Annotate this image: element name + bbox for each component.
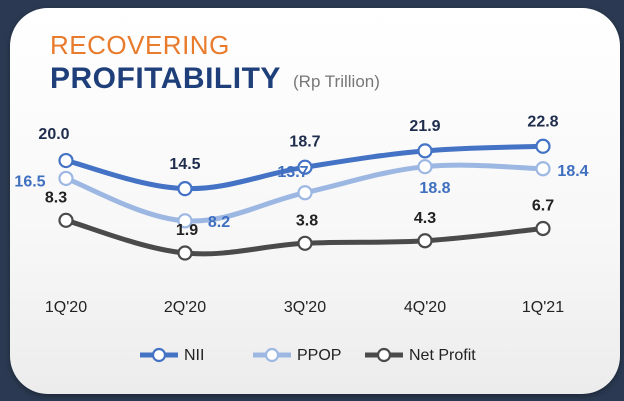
data-label-net-profit-2: 3.8 bbox=[296, 213, 318, 230]
data-point-nii-4 bbox=[535, 138, 551, 154]
legend-label: Net Profit bbox=[409, 347, 476, 364]
chart-card: RECOVERING PROFITABILITY (Rp Trillion) 2… bbox=[10, 8, 620, 394]
data-label-ppop-2: 13.7 bbox=[277, 164, 308, 181]
x-tick-label-1: 2Q'20 bbox=[164, 299, 206, 316]
x-tick-label-2: 3Q'20 bbox=[284, 299, 326, 316]
data-point-net-profit-2 bbox=[297, 235, 313, 251]
legend-item-nii: NII bbox=[140, 347, 204, 364]
data-point-nii-0 bbox=[58, 152, 74, 169]
data-label-net-profit-3: 4.3 bbox=[414, 210, 436, 227]
data-label-ppop-1: 8.2 bbox=[208, 214, 230, 231]
legend-label: NII bbox=[184, 347, 204, 364]
data-label-nii-2: 18.7 bbox=[289, 133, 320, 150]
legend-item-ppop: PPOP bbox=[253, 347, 341, 364]
x-tick-label-0: 1Q'20 bbox=[45, 299, 87, 316]
data-label-nii-3: 21.9 bbox=[409, 118, 440, 135]
data-point-ppop-4 bbox=[535, 161, 551, 177]
data-label-ppop-3: 18.8 bbox=[419, 180, 450, 197]
data-label-net-profit-1: 1.9 bbox=[176, 222, 198, 239]
data-label-nii-4: 22.8 bbox=[527, 113, 558, 130]
data-label-nii-1: 14.5 bbox=[169, 156, 200, 173]
data-point-nii-3 bbox=[417, 143, 433, 159]
legend-label: PPOP bbox=[297, 347, 341, 364]
data-point-ppop-3 bbox=[417, 159, 433, 175]
data-label-net-profit-0: 8.3 bbox=[45, 190, 67, 207]
x-tick-label-3: 4Q'20 bbox=[404, 299, 446, 316]
data-point-net-profit-3 bbox=[417, 233, 433, 249]
data-point-ppop-2 bbox=[297, 185, 313, 201]
data-point-nii-2 bbox=[297, 159, 313, 175]
chart-title-line1: RECOVERING bbox=[50, 30, 230, 60]
chart-unit: (Rp Trillion) bbox=[293, 72, 380, 91]
data-label-ppop-4: 18.4 bbox=[557, 163, 588, 180]
data-point-nii-1 bbox=[177, 181, 193, 197]
data-point-net-profit-1 bbox=[177, 245, 193, 261]
legend-swatch-marker bbox=[151, 347, 167, 363]
data-label-nii-0: 20.0 bbox=[38, 126, 69, 143]
data-label-ppop-0: 16.5 bbox=[14, 174, 45, 191]
data-point-ppop-0 bbox=[58, 170, 74, 187]
line-chart: 20.0 14.5 18.7 21.9 22.8 16.5 8.2 13.7 18.8 18.4 8… bbox=[14, 113, 588, 364]
data-point-net-profit-4 bbox=[535, 220, 551, 237]
legend-item-net-profit: Net Profit bbox=[365, 347, 476, 364]
data-point-net-profit-0 bbox=[58, 212, 74, 228]
series-layer bbox=[58, 138, 551, 261]
chart-title-line2: PROFITABILITY bbox=[50, 62, 281, 95]
data-label-net-profit-4: 6.7 bbox=[532, 198, 554, 215]
data-point-ppop-1 bbox=[177, 213, 193, 229]
legend-swatch-marker bbox=[376, 347, 392, 363]
x-axis-ticks: 1Q'20 2Q'20 3Q'20 4Q'20 1Q'21 bbox=[45, 299, 564, 316]
label-layer: 20.0 14.5 18.7 21.9 22.8 16.5 8.2 13.7 18.8 18.4 8… bbox=[14, 113, 588, 239]
legend: NII PPOP Net Profit bbox=[140, 347, 476, 364]
legend-swatch-marker bbox=[264, 347, 280, 363]
x-tick-label-4: 1Q'21 bbox=[522, 299, 564, 316]
